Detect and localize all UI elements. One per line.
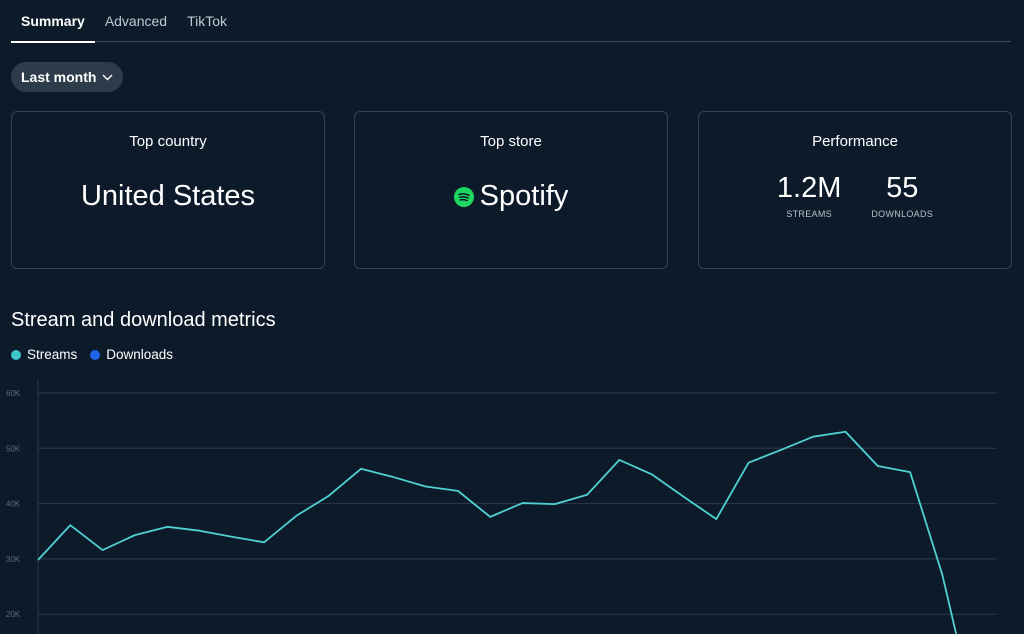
card-title: Top store xyxy=(480,133,542,150)
top-store-value: Spotify xyxy=(479,180,569,212)
top-country-value: United States xyxy=(80,180,256,212)
tab-advanced[interactable]: Advanced xyxy=(104,13,168,29)
card-title: Performance xyxy=(812,133,898,150)
y-tick-label: 60K xyxy=(6,389,21,398)
streams-value: 1.2M xyxy=(776,172,842,204)
chart-legend: Streams Downloads xyxy=(11,347,173,362)
line-chart: 20K 30K 40K 50K 60K xyxy=(6,380,997,634)
period-label: Last month xyxy=(21,69,97,85)
y-tick-label: 50K xyxy=(6,444,21,453)
legend-dot xyxy=(11,350,21,360)
series-line-streams xyxy=(37,430,958,634)
spotify-logo-icon xyxy=(453,186,474,207)
downloads-label: DOWNLOADS xyxy=(871,209,934,219)
downloads-value: 55 xyxy=(886,172,919,204)
period-dropdown[interactable]: Last month xyxy=(11,62,124,92)
y-tick-label: 20K xyxy=(6,610,21,619)
performance-card: Performance 1.2M STREAMS 55 DOWNLOADS xyxy=(698,111,1012,269)
top-country-card: Top country United States xyxy=(11,111,325,269)
section-title: Stream and download metrics xyxy=(11,309,276,331)
top-store-card: Top store Spotify xyxy=(354,111,668,269)
tab-bar: Summary Advanced TikTok xyxy=(11,0,1011,43)
y-tick-label: 30K xyxy=(6,555,21,564)
legend-dot xyxy=(90,350,101,360)
legend-downloads[interactable]: Downloads xyxy=(90,347,173,362)
legend-streams[interactable]: Streams xyxy=(11,347,77,362)
card-title: Top country xyxy=(129,133,207,150)
streams-label: STREAMS xyxy=(786,209,832,219)
tab-summary[interactable]: Summary xyxy=(11,0,95,43)
chevron-down-icon xyxy=(102,74,113,80)
tab-tiktok[interactable]: TikTok xyxy=(187,13,228,29)
y-tick-label: 40K xyxy=(6,500,21,509)
